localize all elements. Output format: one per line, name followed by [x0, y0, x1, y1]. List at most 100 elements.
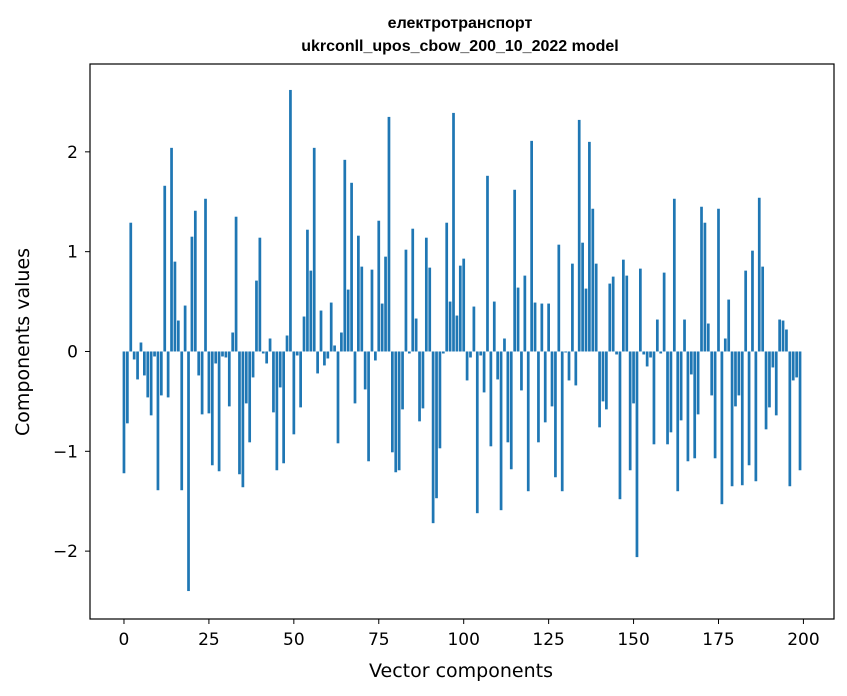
bar-75 [377, 220, 381, 352]
bar-119 [526, 351, 530, 492]
x-tick-label: 125 [532, 630, 564, 650]
chart-title-line2: ukrconll_upos_cbow_200_10_2022 model [301, 38, 618, 55]
bar-4 [136, 351, 139, 380]
bar-67 [350, 182, 353, 352]
bar-160 [666, 351, 669, 445]
bar-34 [238, 351, 241, 475]
bar-1 [126, 351, 129, 424]
bar-2 [129, 222, 133, 352]
bar-181 [737, 351, 741, 396]
bar-186 [754, 351, 758, 482]
bar-56 [312, 147, 316, 352]
bar-172 [706, 323, 710, 352]
bar-140 [598, 351, 601, 428]
bar-91 [431, 351, 435, 524]
bar-10 [156, 351, 160, 491]
bar-169 [696, 351, 700, 415]
bar-7 [146, 351, 150, 398]
bar-70 [360, 266, 364, 352]
bar-198 [795, 351, 798, 378]
bar-24 [204, 198, 207, 352]
bar-143 [608, 283, 612, 352]
bar-171 [703, 222, 707, 352]
bar-112 [503, 338, 506, 352]
x-tick-label: 175 [702, 630, 734, 650]
bar-69 [357, 235, 360, 352]
bar-107 [486, 175, 489, 352]
bar-20 [190, 236, 194, 352]
bar-84 [407, 351, 411, 354]
y-tick-label: 2 [67, 143, 78, 163]
bar-148 [625, 275, 629, 352]
bar-45 [275, 351, 279, 471]
bar-137 [588, 141, 591, 352]
bar-178 [727, 299, 731, 352]
bar-43 [268, 338, 272, 352]
bar-28 [217, 351, 221, 472]
bar-191 [771, 351, 775, 368]
bar-170 [700, 206, 703, 352]
bar-99 [458, 265, 462, 352]
bar-86 [414, 318, 418, 352]
bar-118 [523, 275, 527, 352]
bar-180 [734, 351, 737, 407]
bar-141 [601, 351, 605, 402]
bar-32 [231, 332, 235, 352]
bar-161 [669, 351, 673, 433]
bar-158 [659, 351, 663, 354]
bar-18 [183, 305, 187, 352]
bar-95 [445, 222, 449, 352]
bar-82 [401, 351, 404, 410]
bar-149 [628, 351, 632, 471]
bar-59 [323, 351, 326, 366]
bar-23 [200, 351, 204, 415]
bar-6 [143, 351, 146, 376]
bar-47 [282, 351, 285, 464]
bar-135 [581, 242, 584, 352]
bar-146 [618, 351, 622, 500]
bar-108 [489, 351, 493, 447]
bar-64 [340, 332, 343, 352]
bar-120 [530, 140, 533, 352]
bar-93 [438, 351, 442, 449]
bar-157 [655, 319, 659, 352]
bar-138 [591, 208, 595, 352]
bar-13 [166, 351, 170, 398]
bar-136 [584, 288, 588, 352]
x-axis-ticks: 0 25 50 75 100 125 150 175 200 [119, 619, 820, 650]
bar-123 [540, 303, 544, 352]
bar-72 [367, 351, 370, 462]
bar-61 [329, 302, 333, 352]
bar-8 [149, 351, 153, 416]
bar-163 [676, 351, 680, 492]
bar-117 [520, 351, 523, 391]
bar-55 [309, 270, 313, 352]
bar-81 [397, 351, 401, 471]
bar-115 [513, 189, 517, 352]
bar-30 [224, 351, 228, 358]
bar-0 [122, 351, 126, 474]
bar-102 [469, 351, 472, 358]
y-tick-label: 0 [67, 342, 78, 362]
bar-44 [272, 351, 275, 413]
x-tick-label: 75 [368, 630, 390, 650]
bar-199 [798, 351, 802, 471]
bar-162 [672, 198, 676, 352]
bar-73 [370, 269, 374, 352]
bar-83 [404, 249, 408, 352]
bar-104 [475, 351, 479, 514]
bar-164 [679, 351, 683, 421]
bar-122 [537, 351, 540, 443]
bar-183 [744, 270, 748, 352]
bar-151 [635, 351, 639, 558]
bar-179 [730, 351, 734, 487]
bar-63 [336, 351, 340, 444]
bar-15 [173, 261, 177, 352]
bar-152 [639, 268, 642, 352]
bar-11 [159, 351, 163, 396]
bar-80 [394, 351, 398, 473]
bar-133 [574, 351, 578, 386]
bar-196 [788, 351, 792, 487]
bar-142 [605, 351, 608, 410]
